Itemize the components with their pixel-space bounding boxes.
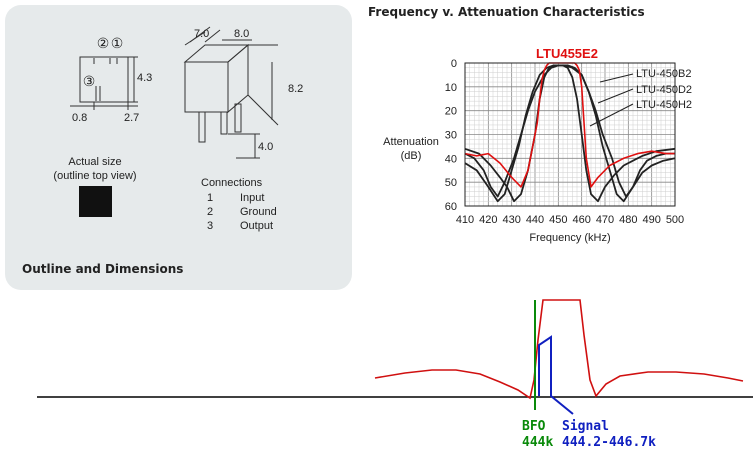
x-tick-label: 480 [619,214,637,226]
connection-label: Ground [240,206,277,218]
dim-top-pitch: 0.8 [72,112,87,124]
connections-title: Connections [201,177,263,189]
dim-side-width-b: 8.0 [234,28,249,40]
x-tick-label: 490 [642,214,660,226]
pin-1-label: ① [111,35,124,51]
dim-top-height: 4.3 [137,72,152,84]
outline-title: Outline and Dimensions [22,262,183,276]
legend-label-450b2: LTU-450B2 [636,68,691,80]
bfo-frequency: 444k [522,435,553,450]
actual-size-sublabel: (outline top view) [53,170,136,182]
connection-num: 3 [207,220,213,232]
pin-3-label: ③ [83,73,96,89]
legend-label-450h2: LTU-450H2 [636,99,692,111]
y-tick-label: 50 [445,177,457,189]
y-tick-label: 30 [445,130,457,142]
x-tick-label: 430 [502,214,520,226]
signal-frequency: 444.2-446.7k [562,435,656,450]
bfo-label: BFO [522,419,546,434]
connection-label: Input [240,192,264,204]
legend-label-450d2: LTU-450D2 [636,84,692,96]
y-tick-label: 40 [445,153,457,165]
dim-top-span: 2.7 [124,112,139,124]
x-tick-labels: 410 420 430 440 450 460 470 480 490 500 [456,214,684,226]
pin-2-label: ② [97,35,110,51]
y-axis-label-line2: (dB) [401,150,422,162]
y-axis-label-line1: Attenuation [383,136,439,148]
signal-band-marker [539,337,573,414]
y-tick-label: 10 [445,82,457,94]
chart-title: Frequency v. Attenuation Characteristics [368,5,645,19]
y-tick-label: 60 [445,201,457,213]
outline-panel: ② ① ③ 4.3 0.8 2.7 7.0 8.0 8.2 4.0 [5,5,352,290]
x-tick-label: 500 [666,214,684,226]
actual-size-label: Actual size [68,156,121,168]
dim-side-height: 8.2 [288,83,303,95]
dim-pin-length: 4.0 [258,141,273,153]
passband-sketch: BFO 444k Signal 444.2-446.7k [37,300,753,450]
y-tick-labels: 0 10 20 30 40 50 60 [445,58,457,213]
dim-side-width-a: 7.0 [194,28,209,40]
actual-size-square [79,186,112,217]
x-axis-label: Frequency (kHz) [529,232,610,244]
y-tick-label: 20 [445,106,457,118]
outline-panel-background [5,5,352,290]
x-tick-label: 420 [479,214,497,226]
highlight-series-label: LTU455E2 [536,46,598,61]
signal-label: Signal [562,419,609,434]
filter-response-curve [375,300,743,398]
x-tick-label: 450 [549,214,567,226]
x-tick-label: 410 [456,214,474,226]
x-tick-label: 460 [572,214,590,226]
connection-num: 2 [207,206,213,218]
connection-label: Output [240,220,273,232]
x-tick-label: 470 [596,214,614,226]
x-tick-label: 440 [526,214,544,226]
attenuation-chart: 410 420 430 440 450 460 470 480 490 500 0 10 20 30 40… [383,46,692,244]
y-tick-label: 0 [451,58,457,70]
connection-num: 1 [207,192,213,204]
